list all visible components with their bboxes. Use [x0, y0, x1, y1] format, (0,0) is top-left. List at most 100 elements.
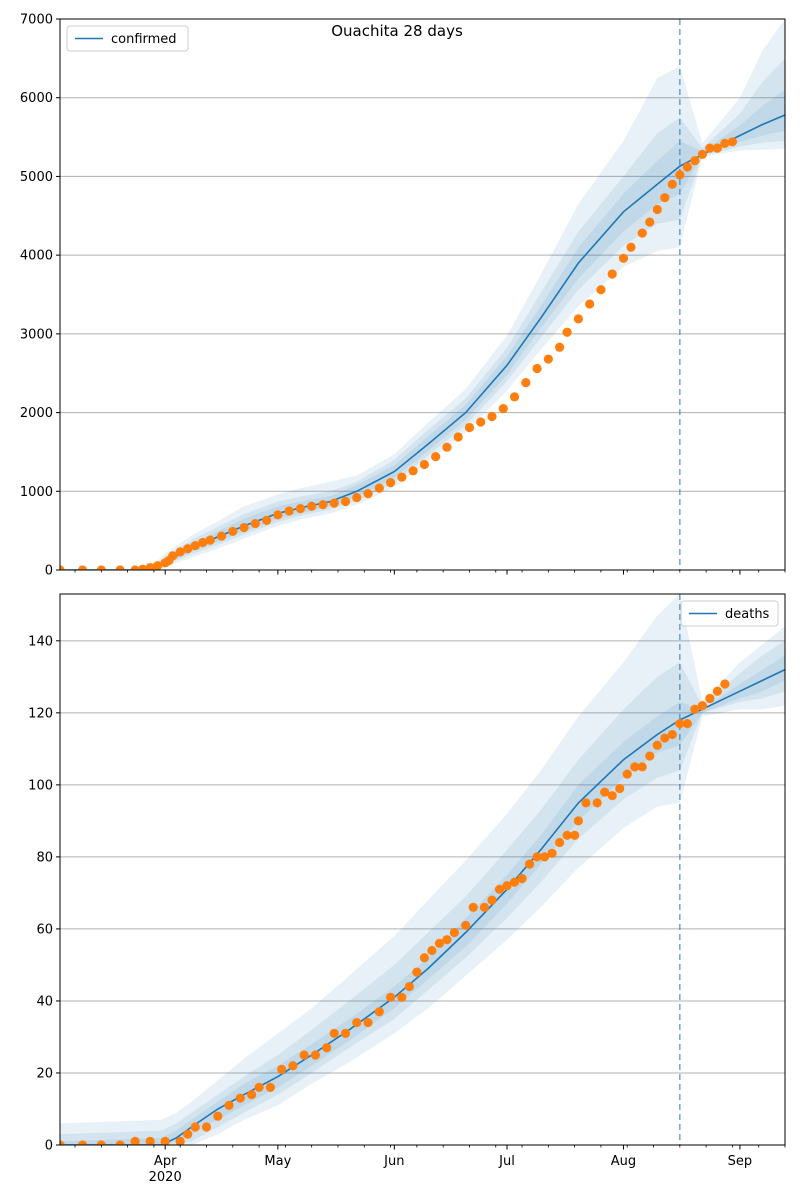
data-point [600, 787, 610, 797]
data-point [660, 733, 670, 743]
data-point [340, 496, 351, 507]
data-point [412, 967, 422, 977]
plot-area [60, 19, 785, 570]
data-point [299, 1050, 309, 1060]
data-point [727, 137, 738, 147]
data-point [637, 762, 647, 772]
data-point [592, 798, 602, 808]
data-point [690, 156, 700, 166]
data-point [468, 902, 478, 912]
data-point [555, 837, 565, 848]
y-tick-label: 1000 [20, 485, 53, 500]
data-point [675, 719, 685, 729]
data-point [322, 1043, 332, 1053]
data-point [408, 466, 418, 476]
y-tick-label: 20 [36, 1066, 53, 1081]
y-tick-label: 120 [28, 706, 53, 721]
data-point [720, 138, 730, 148]
y-tick-label: 3000 [20, 327, 53, 342]
confidence-band [60, 655, 785, 1145]
y-tick-label: 60 [36, 922, 53, 937]
data-point [352, 1017, 362, 1028]
data-point [682, 719, 692, 729]
axes-frame [59, 593, 786, 1146]
data-point [77, 1140, 88, 1145]
data-point [509, 877, 520, 887]
confidence-band [60, 89, 785, 570]
data-point [190, 1122, 200, 1132]
data-point [96, 565, 106, 570]
y-tick-label: 6000 [20, 91, 53, 106]
data-point [246, 1089, 257, 1100]
data-point [168, 551, 178, 561]
data-point [682, 162, 692, 172]
data-point [288, 1061, 298, 1071]
x-tick-label: Jun [383, 1154, 404, 1169]
confidence-band [60, 594, 785, 1145]
data-point [667, 179, 677, 189]
confidence-band [60, 640, 785, 1145]
data-point [521, 378, 531, 388]
data-point [318, 500, 328, 510]
x-tick-label: May [264, 1154, 291, 1169]
data-point [517, 873, 527, 884]
data-point [284, 506, 294, 516]
data-point [487, 411, 497, 422]
data-point [175, 547, 185, 557]
data-point [397, 472, 407, 482]
data-point [175, 1136, 185, 1145]
plot-area [60, 594, 785, 1145]
y-tick-label: 4000 [20, 249, 53, 264]
data-point [607, 791, 617, 801]
y-tick-label: 2000 [20, 406, 53, 421]
data-point [404, 981, 414, 992]
data-point [254, 1082, 264, 1092]
data-point [494, 884, 505, 894]
x-tick-label: Apr [154, 1154, 177, 1169]
data-point [543, 354, 553, 364]
data-point [228, 526, 238, 537]
confidence-band [60, 58, 785, 570]
data-point [652, 740, 662, 750]
data-point [385, 992, 396, 1002]
data-point [130, 565, 140, 570]
data-point [160, 1136, 170, 1145]
data-point [273, 510, 283, 520]
data-point [573, 816, 583, 826]
data-point [705, 693, 715, 704]
data-point [618, 253, 629, 263]
data-point [224, 1100, 234, 1110]
data-point [115, 1140, 125, 1145]
data-point [532, 363, 542, 374]
legend: confirmed [66, 25, 189, 52]
confidence-band [60, 19, 785, 570]
data-point [675, 170, 685, 180]
data-point [198, 537, 208, 548]
data-point [622, 769, 632, 779]
y-tick-label: 0 [45, 564, 53, 579]
data-point [532, 852, 542, 862]
y-tick-label: 0 [45, 1139, 53, 1154]
data-point [487, 895, 497, 905]
data-point [434, 938, 445, 948]
data-point [539, 852, 550, 862]
data-point [419, 953, 429, 963]
data-point [374, 1007, 384, 1017]
x-tick-label: Aug [611, 1154, 636, 1169]
data-point [697, 149, 707, 159]
data-point [524, 859, 535, 869]
data-point [265, 1082, 275, 1092]
data-point [461, 920, 471, 930]
data-point [476, 417, 486, 427]
y-tick-label: 80 [36, 850, 53, 865]
data-point [712, 686, 722, 696]
data-point [585, 299, 595, 309]
data-point [96, 1140, 106, 1145]
data-point [115, 565, 125, 570]
data-point [570, 830, 580, 840]
data-point [352, 492, 362, 503]
data-point [427, 945, 437, 956]
legend-box [66, 25, 189, 52]
